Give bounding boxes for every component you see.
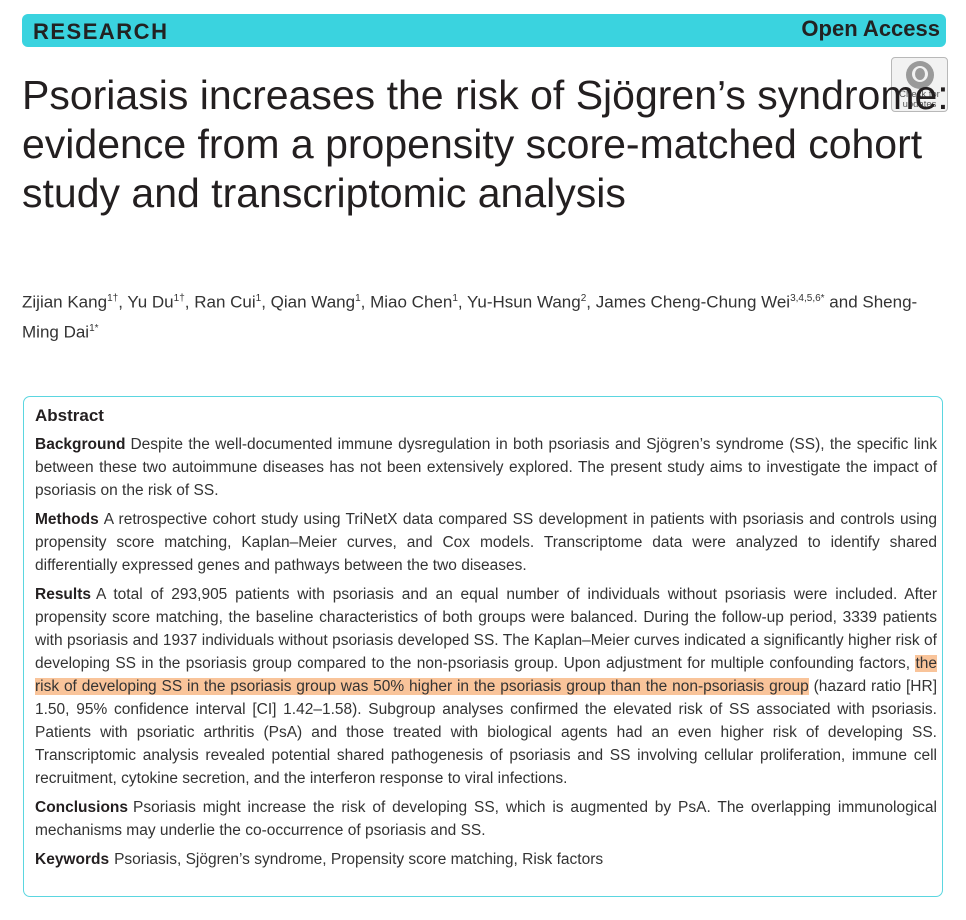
author-list: Zijian Kang1†, Yu Du1†, Ran Cui1, Qian W… <box>22 292 918 342</box>
abstract-methods: Methods A retrospective cohort study usin… <box>35 508 937 577</box>
conclusions-label: Conclusions <box>35 799 129 816</box>
methods-text: A retrospective cohort study using TriNe… <box>35 511 937 574</box>
methods-label: Methods <box>35 511 99 528</box>
abstract-heading: Abstract <box>35 406 104 425</box>
author-name[interactable]: Sheng-Ming Dai <box>22 292 918 342</box>
background-text: Despite the well-documented immune dysre… <box>35 436 937 499</box>
abstract-keywords: Keywords Psoriasis, Sjögren’s syndrome, P… <box>35 848 937 871</box>
author-name[interactable]: Qian Wang <box>270 292 356 312</box>
author-affiliation: 1† <box>107 293 119 304</box>
section-label: RESEARCH <box>33 19 169 44</box>
abstract-results: Results A total of 293,905 patients with … <box>35 583 937 790</box>
check-for-updates-icon <box>905 61 934 89</box>
author-affiliation: 1 <box>355 293 361 304</box>
header-banner: RESEARCH Open Access <box>22 14 946 47</box>
author-affiliation: 1 <box>255 293 262 304</box>
author-affiliation: 1† <box>173 293 185 304</box>
author-affiliation: 1* <box>89 322 99 334</box>
author-name[interactable]: Yu Du <box>127 292 174 312</box>
author-name[interactable]: Yu-Hsun Wang <box>467 292 581 312</box>
check-for-updates-text: Check for updates <box>899 89 940 110</box>
author-affiliation: 2 <box>580 293 587 304</box>
conclusions-text: Psoriasis might increase the risk of dev… <box>35 799 937 839</box>
keywords-label: Keywords <box>35 851 110 868</box>
keywords-text: Psoriasis, Sjögren’s syndrome, Propensit… <box>114 851 604 868</box>
results-text-after: (hazard ratio [HR] 1.50, 95% confidence … <box>35 678 937 787</box>
abstract-box: Abstract Background Despite the well-docu… <box>23 396 943 897</box>
abstract-conclusions: Conclusions Psoriasis might increase the … <box>35 796 937 842</box>
abstract-background: Background Despite the well-documented im… <box>35 433 937 502</box>
background-label: Background <box>35 436 126 453</box>
author-name[interactable]: Miao Chen <box>370 292 453 312</box>
author-affiliation: 1 <box>452 293 458 304</box>
results-text-before: A total of 293,905 patients with psorias… <box>35 586 937 672</box>
results-label: Results <box>35 586 91 603</box>
open-access-label[interactable]: Open Access <box>801 16 940 41</box>
check-for-updates-badge[interactable]: Check for updates <box>891 57 948 112</box>
author-name[interactable]: Zijian Kang <box>22 292 108 312</box>
article-title: Psoriasis increases the risk of Sjögren’… <box>22 72 949 216</box>
author-name[interactable]: Ran Cui <box>194 292 256 312</box>
author-name[interactable]: James Cheng-Chung Wei <box>595 292 791 312</box>
author-affiliation: 3,4,5,6* <box>790 293 825 304</box>
